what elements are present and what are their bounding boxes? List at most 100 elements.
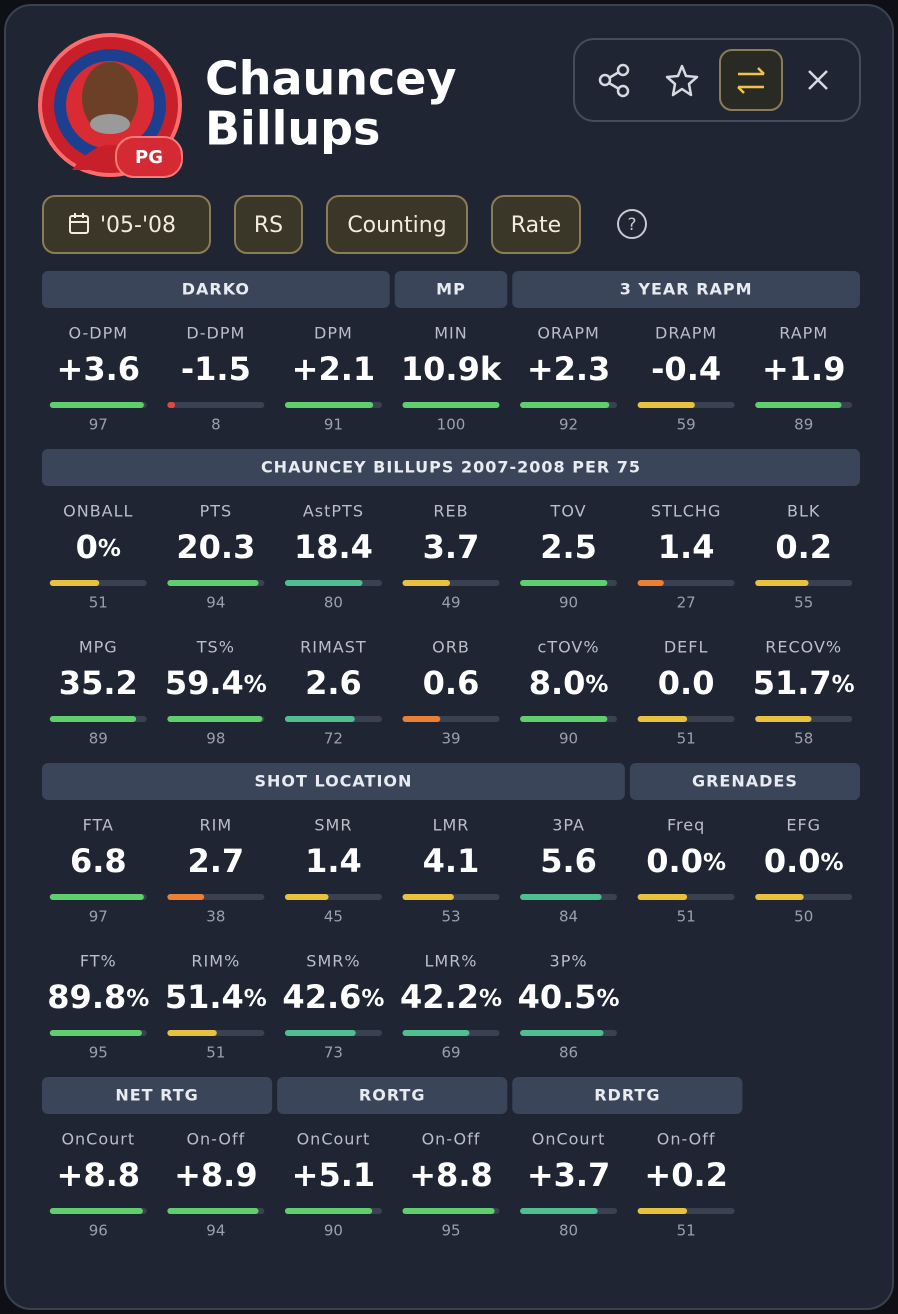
stat-value: 0.0% bbox=[764, 842, 844, 880]
percentile-bar bbox=[167, 894, 205, 900]
stat-label: REB bbox=[433, 502, 468, 521]
stat-value: 2.5 bbox=[540, 528, 597, 566]
percentile: 80 bbox=[324, 594, 343, 612]
section-header bbox=[512, 271, 860, 308]
percentile: 94 bbox=[206, 594, 225, 612]
percentile-bar bbox=[755, 716, 812, 722]
stat-value: 8.0% bbox=[529, 664, 609, 702]
stat-label: On-Off bbox=[186, 1130, 245, 1149]
favorite-button[interactable] bbox=[665, 64, 699, 97]
stat-value: +5.1 bbox=[292, 1156, 376, 1194]
help-icon: ? bbox=[627, 215, 636, 235]
section-title: GRENADES bbox=[692, 772, 798, 791]
help-button[interactable] bbox=[617, 209, 647, 239]
position-badge bbox=[115, 136, 183, 178]
stat-value: 4.1 bbox=[423, 842, 480, 880]
share-button[interactable] bbox=[598, 63, 630, 98]
stat-label: RIM% bbox=[191, 952, 240, 971]
percentile: 90 bbox=[324, 1222, 343, 1240]
percentile-bar bbox=[637, 716, 688, 722]
stat-label: PTS bbox=[200, 502, 233, 521]
percentile-bar bbox=[402, 894, 454, 900]
stat-value: 0.0 bbox=[658, 664, 715, 702]
stat-value: +8.8 bbox=[409, 1156, 493, 1194]
compare-button[interactable] bbox=[719, 49, 783, 111]
section-header bbox=[512, 1077, 743, 1114]
percentile: 100 bbox=[437, 416, 466, 434]
filter-button[interactable] bbox=[491, 195, 581, 254]
percentile-bar bbox=[49, 1208, 143, 1214]
percentile: 95 bbox=[441, 1222, 460, 1240]
stat-label: MPG bbox=[79, 638, 118, 657]
percentile: 50 bbox=[794, 908, 813, 926]
percentile: 98 bbox=[206, 730, 225, 748]
stat-value: 51.4% bbox=[165, 978, 267, 1016]
percentile: 84 bbox=[559, 908, 578, 926]
percentile: 55 bbox=[794, 594, 813, 612]
stat-label: RIMAST bbox=[300, 638, 367, 657]
position: PG bbox=[135, 147, 163, 168]
section-title: CHAUNCEY BILLUPS 2007-2008 PER 75 bbox=[261, 458, 641, 477]
percentile-bar bbox=[520, 580, 608, 586]
stat-value: 0.6 bbox=[423, 664, 480, 702]
stat-label: ORAPM bbox=[537, 324, 599, 343]
stat-label: LMR bbox=[433, 816, 470, 835]
player-first-name: Chauncey bbox=[205, 52, 457, 106]
stat-label: RAPM bbox=[779, 324, 828, 343]
section-title: DARKO bbox=[182, 280, 250, 299]
stat-value: 35.2 bbox=[59, 664, 138, 702]
compare-icon bbox=[737, 67, 765, 94]
stat-label: OnCourt bbox=[61, 1130, 135, 1149]
percentile: 51 bbox=[677, 730, 696, 748]
stat-label: Freq bbox=[667, 816, 705, 835]
stat-label: O-DPM bbox=[68, 324, 128, 343]
stat-value: 3.7 bbox=[423, 528, 480, 566]
percentile-bar bbox=[284, 402, 374, 408]
season-button[interactable] bbox=[42, 195, 211, 254]
stat-label: SMR% bbox=[306, 952, 360, 971]
filter-button[interactable] bbox=[234, 195, 303, 254]
percentile: 89 bbox=[794, 416, 813, 434]
percentile-bar bbox=[284, 716, 355, 722]
stat-value: 1.4 bbox=[658, 528, 715, 566]
stat-label: RIM bbox=[200, 816, 233, 835]
stat-label: DRAPM bbox=[655, 324, 717, 343]
percentile: 59 bbox=[677, 416, 696, 434]
stat-value: +8.9 bbox=[174, 1156, 258, 1194]
stat-value: +3.7 bbox=[527, 1156, 611, 1194]
filter-label: Counting bbox=[347, 213, 446, 238]
section-header bbox=[42, 763, 625, 800]
card bbox=[4, 4, 894, 1310]
percentile-bar bbox=[49, 580, 100, 586]
filter-button[interactable] bbox=[326, 195, 468, 254]
stat-label: DEFL bbox=[664, 638, 709, 657]
percentile-bar bbox=[637, 402, 695, 408]
stat-value: +0.2 bbox=[644, 1156, 728, 1194]
stat-label: LMR% bbox=[424, 952, 477, 971]
stat-label: DPM bbox=[314, 324, 353, 343]
stat-value: +2.1 bbox=[292, 350, 376, 388]
stat-value: 51.7% bbox=[753, 664, 855, 702]
percentile-bar bbox=[49, 716, 137, 722]
stat-label: SMR bbox=[314, 816, 352, 835]
percentile-bar bbox=[49, 402, 144, 408]
stat-label: AstPTS bbox=[303, 502, 364, 521]
stat-label: On-Off bbox=[657, 1130, 716, 1149]
percentile: 39 bbox=[441, 730, 460, 748]
stat-value: +1.9 bbox=[762, 350, 846, 388]
percentile: 97 bbox=[89, 908, 108, 926]
percentile-bar bbox=[284, 580, 363, 586]
percentile: 51 bbox=[206, 1044, 225, 1062]
percentile-bar bbox=[637, 894, 688, 900]
percentile: 94 bbox=[206, 1222, 225, 1240]
percentile: 80 bbox=[559, 1222, 578, 1240]
percentile: 90 bbox=[559, 730, 578, 748]
percentile: 27 bbox=[677, 594, 696, 612]
percentile-bar bbox=[520, 1208, 598, 1214]
stat-value: 1.4 bbox=[305, 842, 362, 880]
stat-value: +2.3 bbox=[527, 350, 611, 388]
stat-value: 5.6 bbox=[540, 842, 597, 880]
stat-value: 2.6 bbox=[305, 664, 362, 702]
close-button[interactable] bbox=[808, 70, 828, 90]
section-title: 3 YEAR RAPM bbox=[620, 280, 753, 299]
